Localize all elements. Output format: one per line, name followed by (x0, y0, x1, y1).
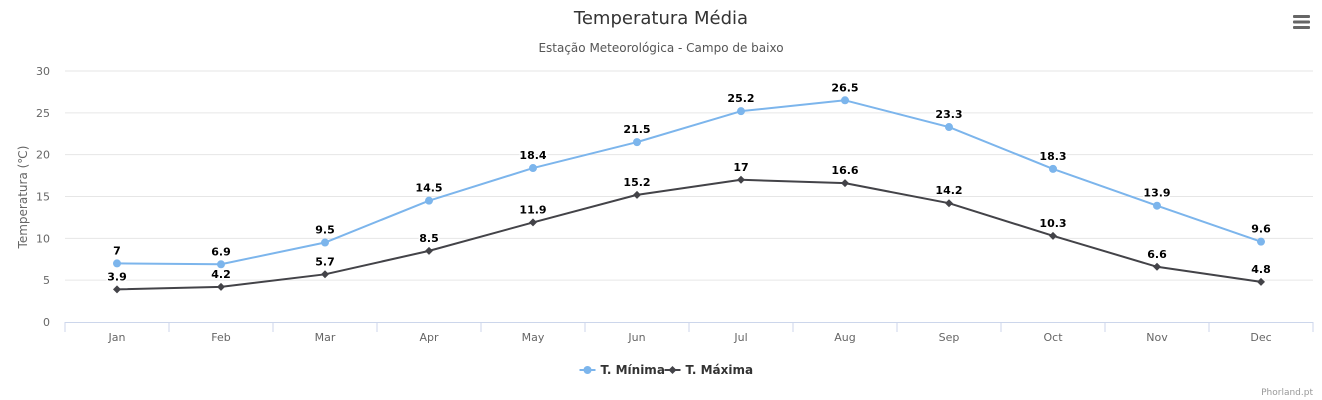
y-tick-label: 30 (36, 65, 50, 78)
data-point[interactable] (945, 199, 953, 208)
data-point[interactable] (529, 218, 537, 227)
data-label: 10.3 (1039, 217, 1066, 230)
data-point[interactable] (1049, 164, 1057, 173)
data-label: 16.6 (831, 164, 858, 177)
data-label: 4.2 (211, 268, 231, 281)
data-label: 4.8 (1251, 263, 1271, 276)
legend-marker (583, 366, 592, 374)
data-point[interactable] (113, 285, 121, 294)
y-tick-label: 20 (36, 149, 50, 162)
x-tick-label: Apr (419, 331, 439, 344)
legend-label: T. Mínima (601, 363, 665, 377)
data-point[interactable] (1049, 231, 1057, 240)
data-point[interactable] (1257, 237, 1265, 246)
data-label: 18.4 (519, 149, 546, 162)
data-label: 13.9 (1143, 187, 1170, 200)
y-tick-label: 5 (43, 274, 50, 287)
data-point[interactable] (633, 138, 641, 147)
data-point[interactable] (737, 175, 745, 184)
data-labels: 7 6.9 9.5 14.5 18.4 21.5 25.2 26.5 23.3 18.3 13.9 9… (106, 80, 1273, 285)
credits-text[interactable]: Phorland.pt (1261, 388, 1313, 398)
data-label: 26.5 (831, 81, 858, 94)
data-label: 15.2 (623, 176, 650, 189)
data-point[interactable] (633, 190, 641, 199)
x-tick-label: Mar (315, 331, 336, 344)
data-label: 6.6 (1147, 248, 1167, 261)
data-label: 21.5 (623, 123, 650, 136)
data-point[interactable] (1153, 201, 1161, 210)
data-label: 9.5 (315, 224, 335, 237)
data-point[interactable] (113, 259, 121, 268)
x-tick-label: Jul (733, 331, 747, 344)
data-label: 18.3 (1039, 150, 1066, 163)
data-point[interactable] (841, 179, 849, 188)
data-point[interactable] (841, 96, 849, 105)
series-line (116, 178, 1262, 291)
y-tick-label: 15 (36, 191, 50, 204)
x-tick-label: Oct (1043, 331, 1063, 344)
x-tick-label: Dec (1250, 331, 1271, 344)
data-label: 8.5 (419, 232, 439, 245)
data-point[interactable] (425, 196, 433, 205)
data-point[interactable] (529, 164, 537, 173)
data-point[interactable] (217, 282, 225, 291)
x-tick-label: Sep (939, 331, 960, 344)
data-label: 7 (113, 244, 121, 257)
y-axis-label: Temperatura (℃) (16, 146, 30, 250)
legend-item[interactable]: T. Máxima (664, 363, 754, 377)
y-tick-label: 10 (36, 232, 50, 245)
data-point[interactable] (321, 238, 329, 247)
x-tick-label: Jan (108, 331, 126, 344)
data-label: 23.3 (935, 108, 962, 121)
data-label: 5.7 (315, 255, 335, 268)
series-2 (113, 175, 1265, 294)
data-label: 9.6 (1251, 223, 1271, 236)
data-label: 17 (733, 161, 748, 174)
data-label: 3.9 (107, 270, 127, 283)
series-layer (113, 96, 1265, 294)
x-axis: Jan Feb Mar Apr May Jun Jul Aug Sep Oct Nov Dec (64, 322, 1314, 344)
data-point[interactable] (217, 260, 225, 269)
x-tick-label: Feb (211, 331, 230, 344)
y-tick-label: 25 (36, 107, 50, 120)
y-tick-label: 0 (43, 316, 50, 329)
data-point[interactable] (425, 246, 433, 255)
grid-lines (65, 70, 1313, 281)
data-label: 14.5 (415, 182, 442, 195)
data-label: 14.2 (935, 184, 962, 197)
y-axis-ticks: 0 5 10 15 20 25 30 (36, 65, 50, 329)
x-tick-label: Nov (1146, 331, 1168, 344)
data-point[interactable] (321, 270, 329, 279)
x-tick-label: May (522, 331, 545, 344)
data-label: 11.9 (519, 203, 546, 216)
data-label: 25.2 (727, 92, 754, 105)
series-1 (113, 96, 1265, 269)
x-tick-label: Aug (834, 331, 855, 344)
chart-subtitle: Estação Meteorológica - Campo de baixo (538, 41, 783, 55)
x-tick-label: Jun (627, 331, 645, 344)
legend[interactable]: T. Mínima T. Máxima (579, 363, 754, 377)
series-line (116, 99, 1262, 266)
legend-marker (668, 366, 677, 374)
chart-title: Temperatura Média (573, 8, 748, 29)
hamburger-menu-icon[interactable] (1293, 14, 1311, 30)
data-label: 6.9 (211, 245, 231, 258)
legend-label: T. Máxima (686, 363, 754, 377)
data-point[interactable] (1153, 262, 1161, 271)
legend-item[interactable]: T. Mínima (579, 363, 665, 377)
data-point[interactable] (1257, 277, 1265, 286)
data-point[interactable] (945, 123, 953, 132)
data-point[interactable] (737, 107, 745, 116)
